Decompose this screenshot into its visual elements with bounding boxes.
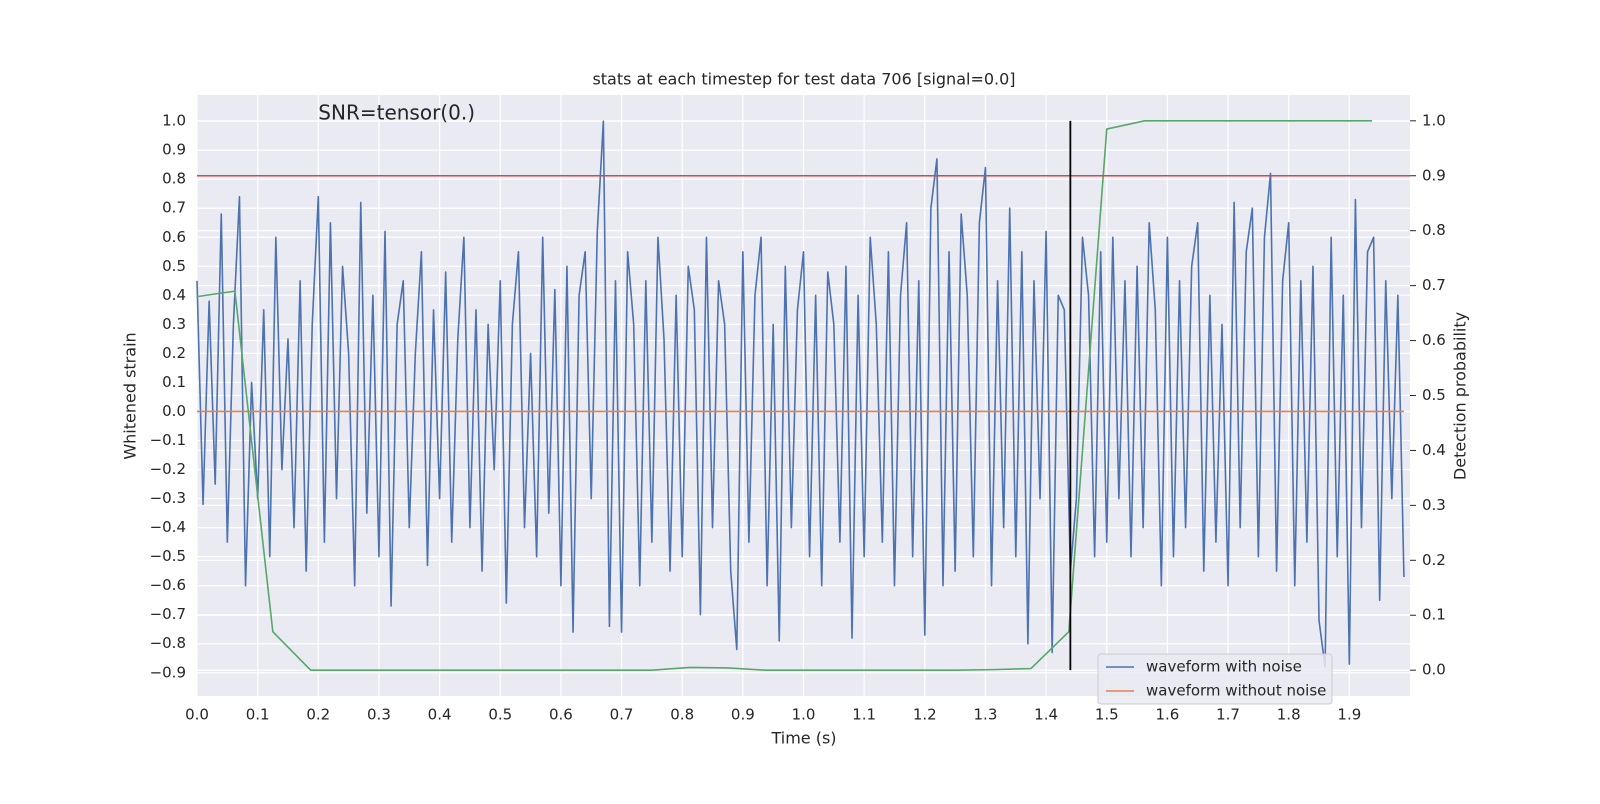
y-tick-label: 0.0 bbox=[162, 402, 186, 420]
y-tick-label: −0.4 bbox=[150, 518, 186, 536]
y-tick-label: −0.1 bbox=[150, 431, 186, 449]
y2-tick-label: 0.3 bbox=[1422, 496, 1446, 514]
x-tick-label: 1.3 bbox=[974, 706, 998, 724]
y-tick-label: 0.8 bbox=[162, 170, 186, 188]
y-axis-label: Whitened strain bbox=[121, 332, 140, 459]
annotation: SNR=tensor(0.) bbox=[318, 101, 475, 125]
x-tick-label: 1.2 bbox=[913, 706, 937, 724]
y-tick-label: 0.2 bbox=[162, 344, 186, 362]
y-tick-label: 0.9 bbox=[162, 141, 186, 159]
series-line bbox=[196, 120, 1373, 671]
y2-tick-label: 0.9 bbox=[1422, 166, 1446, 184]
x-tick-label: 1.5 bbox=[1095, 706, 1119, 724]
y-tick-label: 0.7 bbox=[162, 199, 186, 217]
y-tick-label: 0.6 bbox=[162, 228, 186, 246]
y-tick-label: −0.6 bbox=[150, 576, 186, 594]
x-tick-label: 1.6 bbox=[1155, 706, 1179, 724]
y2-axis-label: Detection probability bbox=[1451, 312, 1470, 480]
legend-box bbox=[1097, 653, 1333, 705]
y2-tick-label: 0.8 bbox=[1422, 221, 1446, 239]
y-tick-label: −0.5 bbox=[150, 547, 186, 565]
x-tick-label: 1.1 bbox=[852, 706, 876, 724]
y-tick-label: −0.9 bbox=[150, 663, 186, 681]
marks bbox=[196, 120, 1410, 671]
x-tick-label: 1.4 bbox=[1034, 706, 1058, 724]
y2-tick-label: 0.1 bbox=[1422, 606, 1446, 624]
x-tick-label: 0.9 bbox=[731, 706, 755, 724]
legend-label: waveform with noise bbox=[1146, 658, 1302, 676]
y-tick-label: 0.5 bbox=[162, 257, 186, 275]
x-tick-label: 0.0 bbox=[185, 706, 209, 724]
x-tick-label: 0.3 bbox=[367, 706, 391, 724]
x-tick-label: 0.4 bbox=[428, 706, 452, 724]
y-tick-label: −0.2 bbox=[150, 460, 186, 478]
series-line bbox=[196, 120, 1405, 668]
chart-title: stats at each timestep for test data 706… bbox=[592, 70, 1015, 89]
y-tick-label: −0.8 bbox=[150, 634, 186, 652]
y2-tick-label: 0.0 bbox=[1422, 661, 1446, 679]
y-tick-label: −0.7 bbox=[150, 605, 186, 623]
grid bbox=[196, 95, 1410, 696]
y-tick-label: 1.0 bbox=[162, 112, 186, 130]
y2-tick-label: 0.7 bbox=[1422, 276, 1446, 294]
y2-tick-label: 1.0 bbox=[1422, 111, 1446, 129]
y2-tick-label: 0.5 bbox=[1422, 386, 1446, 404]
x-tick-label: 0.6 bbox=[549, 706, 573, 724]
x-tick-label: 0.5 bbox=[488, 706, 512, 724]
legend: waveform with noise waveform without nois… bbox=[1097, 653, 1333, 705]
y-tick-label: 0.1 bbox=[162, 373, 186, 391]
x-tick-label: 1.0 bbox=[792, 706, 816, 724]
x-tick-label: 1.7 bbox=[1216, 706, 1240, 724]
y2-tick-label: 0.6 bbox=[1422, 331, 1446, 349]
x-tick-label: 0.2 bbox=[306, 706, 330, 724]
y2-tick-label: 0.4 bbox=[1422, 441, 1446, 459]
x-tick-label: 1.9 bbox=[1337, 706, 1361, 724]
y-tick-label: −0.3 bbox=[150, 489, 186, 507]
legend-label: waveform without noise bbox=[1146, 682, 1326, 700]
x-tick-label: 0.7 bbox=[610, 706, 634, 724]
x-axis-label: Time (s) bbox=[770, 729, 836, 748]
y2-tick-label: 0.2 bbox=[1422, 551, 1446, 569]
y-tick-label: 0.4 bbox=[162, 286, 186, 304]
x-tick-label: 0.1 bbox=[246, 706, 270, 724]
x-tick-label: 1.8 bbox=[1277, 706, 1301, 724]
x-tick-label: 0.8 bbox=[670, 706, 694, 724]
y-tick-label: 0.3 bbox=[162, 315, 186, 333]
